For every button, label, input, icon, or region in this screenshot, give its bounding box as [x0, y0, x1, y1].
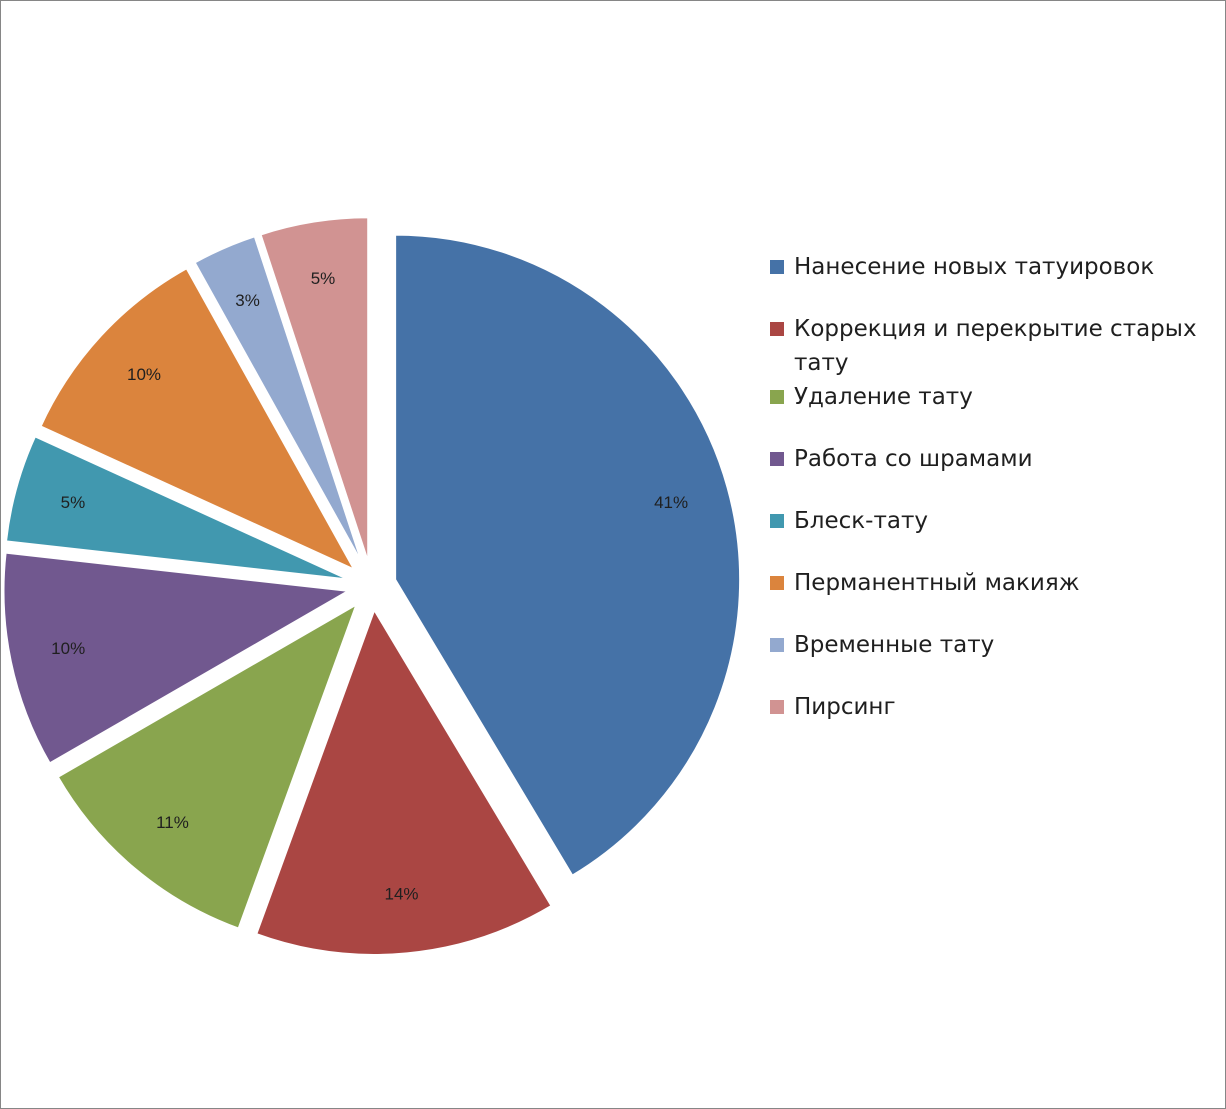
- pie-slice-3: [56, 602, 359, 930]
- legend-label: Нанесение новых татуировок: [794, 254, 1155, 280]
- pie-slice-2: [255, 607, 553, 956]
- legend-label: Блеск-тату: [794, 508, 928, 534]
- pie-slice-1: [394, 233, 742, 877]
- legend-swatch: [770, 576, 784, 590]
- legend-swatch: [770, 514, 784, 528]
- slice-data-label: 5%: [61, 493, 86, 512]
- legend-label: Пирсинг: [794, 694, 896, 720]
- slice-data-label: 14%: [384, 884, 418, 903]
- slice-data-label: 5%: [311, 269, 336, 288]
- slice-data-label: 10%: [127, 365, 161, 384]
- legend-swatch: [770, 452, 784, 466]
- legend: Нанесение новых татуировок Коррекция и пе…: [770, 250, 1210, 724]
- legend-label: Перманентный макияж: [794, 570, 1080, 596]
- legend-item: Коррекция и перекрытие старых тату: [770, 312, 1210, 380]
- pie-slice-6: [39, 266, 357, 572]
- legend-label: Работа со шрамами: [794, 446, 1033, 472]
- legend-label: Коррекция и перекрытие старых тату: [794, 316, 1197, 376]
- slice-data-label: 11%: [156, 813, 189, 832]
- pie-slice-4: [2, 551, 352, 765]
- legend-swatch: [770, 700, 784, 714]
- pie-slice-8: [259, 216, 370, 563]
- legend-item: Удаление тату: [770, 380, 1210, 414]
- slice-data-label: 10%: [51, 639, 85, 658]
- legend-swatch: [770, 322, 784, 336]
- legend-item: Временные тату: [770, 628, 1210, 662]
- legend-swatch: [770, 390, 784, 404]
- legend-item: Блеск-тату: [770, 504, 1210, 538]
- legend-item: Работа со шрамами: [770, 442, 1210, 476]
- legend-swatch: [770, 260, 784, 274]
- slice-data-label: 3%: [235, 291, 260, 310]
- legend-item: Перманентный макияж: [770, 566, 1210, 600]
- legend-swatch: [770, 638, 784, 652]
- legend-item: Пирсинг: [770, 690, 1210, 724]
- legend-label: Удаление тату: [794, 384, 973, 410]
- pie-slice-7: [193, 234, 364, 565]
- legend-item: Нанесение новых татуировок: [770, 250, 1210, 284]
- legend-label: Временные тату: [794, 632, 995, 658]
- slice-data-label: 41%: [654, 493, 688, 512]
- pie-slice-5: [4, 434, 350, 581]
